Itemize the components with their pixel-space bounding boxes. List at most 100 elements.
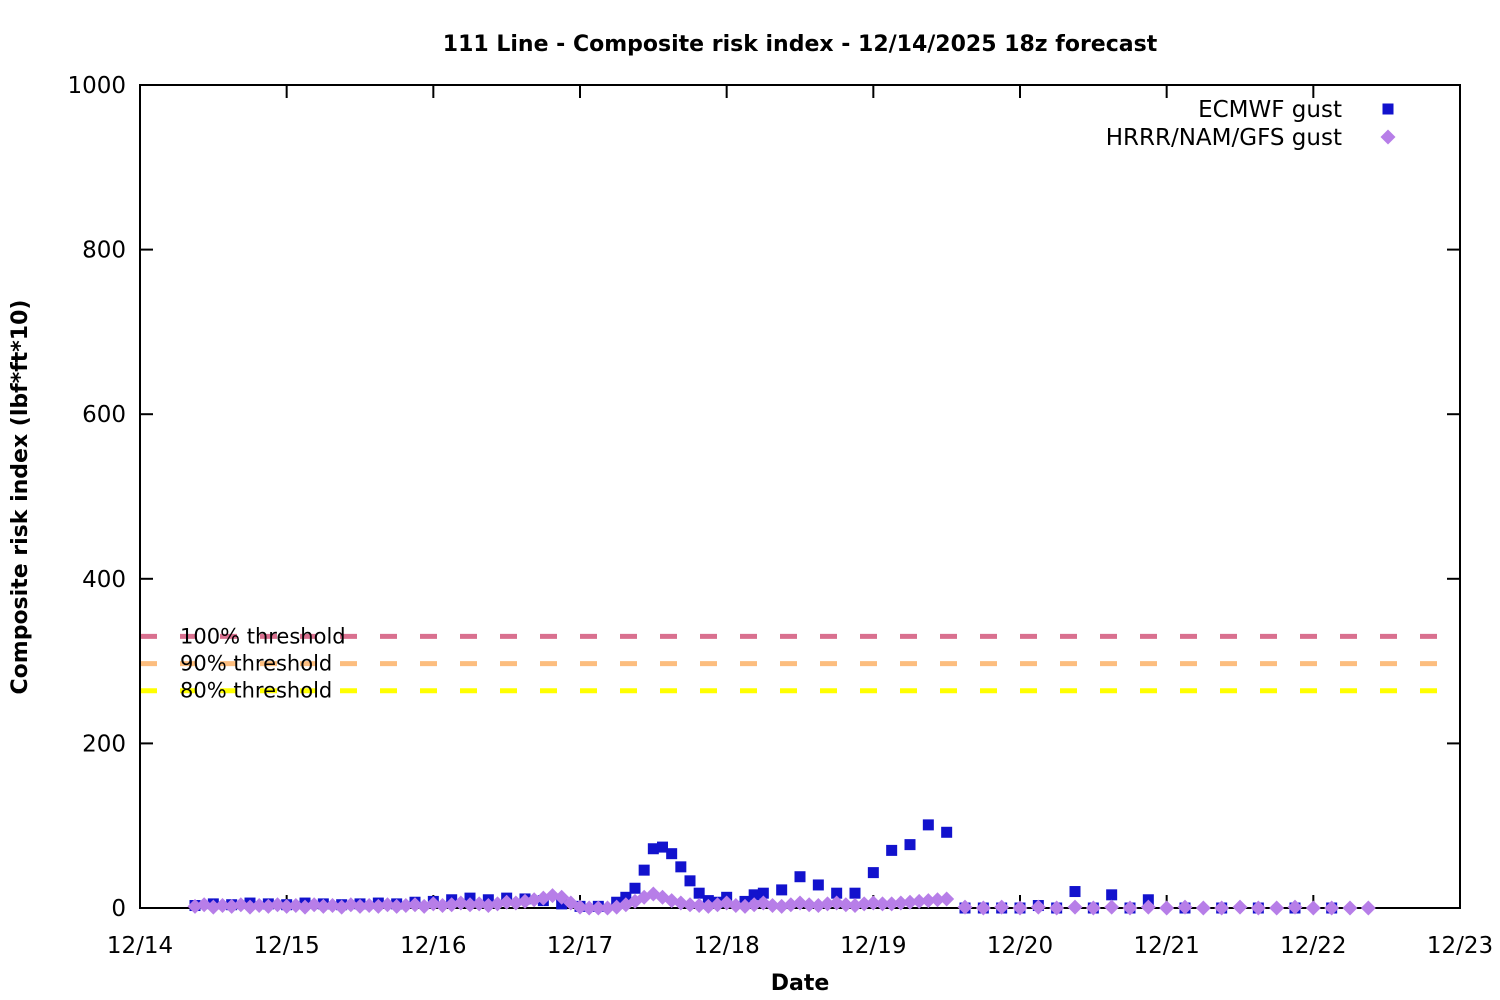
hrrr-nam-gfs-point xyxy=(884,896,900,912)
ecmwf-gust-point xyxy=(657,841,668,853)
y-tick-label-800: 800 xyxy=(82,238,126,264)
hrrr-nam-gfs-point xyxy=(939,891,955,907)
ecmwf-gust-point xyxy=(794,871,806,883)
plot-border xyxy=(139,84,1461,909)
hrrr-nam-gfs-point xyxy=(471,896,487,912)
ecmwf-gust-point xyxy=(666,848,678,860)
hrrr-nam-gfs-point xyxy=(1269,900,1285,916)
hrrr-nam-gfs-point xyxy=(810,898,826,914)
ecmwf-gust-point xyxy=(812,879,824,891)
hrrr-nam-gfs-point xyxy=(838,897,854,913)
y-axis-label: Composite risk index (lbf*ft*10) xyxy=(8,300,33,695)
hrrr-nam-gfs-point xyxy=(187,898,203,914)
hrrr-nam-gfs-point xyxy=(691,898,707,914)
ecmwf-gust-point xyxy=(748,889,760,901)
hrrr-nam-gfs-point xyxy=(1049,900,1065,916)
ecmwf-gust-point xyxy=(922,819,934,831)
ecmwf-gust-point xyxy=(1106,889,1118,901)
x-tick-label-12/16: 12/16 xyxy=(400,933,466,959)
ecmwf-gust-point xyxy=(693,887,705,899)
hrrr-nam-gfs-point xyxy=(1250,900,1266,916)
hrrr-nam-gfs-point xyxy=(801,897,817,913)
hrrr-nam-gfs-point xyxy=(425,896,441,912)
hrrr-nam-gfs-point xyxy=(343,897,359,913)
legend-label-hrrr-nam-gfs: HRRR/NAM/GFS gust xyxy=(1106,125,1342,151)
hrrr-nam-gfs-point xyxy=(1214,900,1230,916)
x-tick-label-12/18: 12/18 xyxy=(694,933,760,959)
hrrr-nam-gfs-point xyxy=(398,898,414,914)
hrrr-nam-gfs-point xyxy=(462,897,478,913)
y-tick-label-1000: 1000 xyxy=(67,73,126,99)
hrrr-nam-gfs-point xyxy=(490,896,505,912)
ecmwf-gust-point xyxy=(904,839,916,851)
hrrr-nam-gfs-point xyxy=(1195,900,1211,916)
hrrr-nam-gfs-point xyxy=(902,894,918,910)
hrrr-nam-gfs-point xyxy=(792,895,808,911)
y-tick-label-200: 200 xyxy=(82,731,126,757)
hrrr-nam-gfs-point xyxy=(875,896,890,912)
hrrr-nam-gfs-point xyxy=(682,897,698,913)
hrrr-nam-gfs-point xyxy=(847,898,863,914)
hrrr-nam-gfs-point xyxy=(242,899,258,915)
hrrr-nam-gfs-point xyxy=(590,900,606,916)
hrrr-nam-gfs-point xyxy=(710,897,725,913)
hrrr-nam-gfs-point xyxy=(270,897,285,913)
hrrr-nam-gfs-point xyxy=(407,897,423,913)
hrrr-nam-gfs-point xyxy=(315,898,331,914)
hrrr-nam-gfs-point xyxy=(389,898,405,914)
hrrr-nam-gfs-point xyxy=(1085,900,1101,916)
hrrr-nam-gfs-point xyxy=(380,897,395,913)
hrrr-nam-gfs-point xyxy=(444,897,460,913)
hrrr-nam-gfs-point xyxy=(288,898,304,914)
ecmwf-gust-point xyxy=(831,887,843,899)
hrrr-nam-gfs-point xyxy=(572,899,588,915)
y-tick-label-0: 0 xyxy=(111,896,126,922)
ecmwf-gust-point xyxy=(1069,886,1081,898)
hrrr-nam-gfs-point xyxy=(920,893,936,909)
hrrr-nam-gfs-point xyxy=(911,893,927,909)
legend-marker-ecmwf xyxy=(1382,103,1394,115)
hrrr-nam-gfs-point xyxy=(1360,900,1376,916)
threshold-label-100: 100% threshold xyxy=(180,624,346,648)
hrrr-nam-gfs-point xyxy=(1305,900,1321,916)
hrrr-nam-gfs-point xyxy=(1140,899,1156,915)
chart-title: 111 Line - Composite risk index - 12/14/… xyxy=(443,32,1158,57)
hrrr-nam-gfs-point xyxy=(279,898,295,914)
hrrr-nam-gfs-point xyxy=(526,892,542,908)
hrrr-nam-gfs-point xyxy=(765,898,780,914)
hrrr-nam-gfs-point xyxy=(820,896,835,912)
hrrr-nam-gfs-point xyxy=(746,897,762,913)
chart-generated-content: 100% threshold 90% threshold 80% threshold… xyxy=(67,73,1493,959)
ecmwf-gust-point xyxy=(776,884,788,896)
hrrr-nam-gfs-point xyxy=(673,895,689,911)
hrrr-nam-gfs-point xyxy=(1122,900,1138,916)
legend-marker-hrrr-nam-gfs xyxy=(1380,129,1396,145)
hrrr-nam-gfs-point xyxy=(1104,899,1120,915)
hrrr-nam-gfs-point xyxy=(480,898,496,914)
hrrr-nam-gfs-point xyxy=(499,894,515,910)
hrrr-nam-gfs-point xyxy=(1342,900,1358,916)
ecmwf-gust-point xyxy=(675,861,687,873)
x-tick-label-12/20: 12/20 xyxy=(987,933,1053,959)
hrrr-nam-gfs-point xyxy=(893,895,909,911)
y-tick-label-600: 600 xyxy=(82,402,126,428)
ecmwf-gust-point xyxy=(629,882,641,894)
threshold-label-80: 80% threshold xyxy=(180,679,332,703)
legend-label-ecmwf: ECMWF gust xyxy=(1198,97,1342,123)
hrrr-nam-gfs-point xyxy=(581,900,597,916)
x-axis-label: Date xyxy=(771,971,830,996)
hrrr-nam-gfs-point xyxy=(352,898,368,914)
threshold-label-90: 90% threshold xyxy=(180,652,332,676)
hrrr-nam-gfs-point xyxy=(453,895,469,911)
hrrr-nam-gfs-point xyxy=(1177,899,1193,915)
hrrr-nam-gfs-point xyxy=(783,897,799,913)
hrrr-nam-gfs-point xyxy=(829,895,845,911)
hrrr-nam-gfs-point xyxy=(306,897,322,913)
hrrr-nam-gfs-point xyxy=(517,893,533,909)
ecmwf-gust-point xyxy=(757,887,769,899)
hrrr-nam-gfs-point xyxy=(975,900,991,916)
hrrr-nam-gfs-point xyxy=(205,899,221,915)
x-tick-label-12/23: 12/23 xyxy=(1427,933,1493,959)
